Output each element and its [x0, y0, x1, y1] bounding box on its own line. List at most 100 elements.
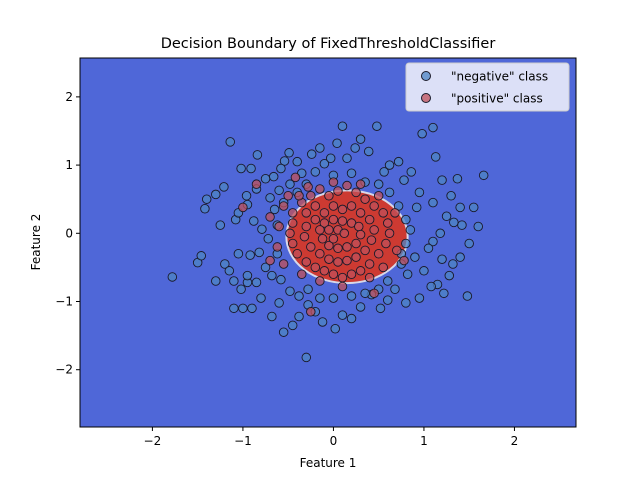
negative-point — [332, 138, 342, 149]
negative-point — [393, 156, 404, 167]
positive-point — [390, 208, 400, 218]
negative-point — [265, 193, 275, 203]
positive-point — [369, 201, 379, 211]
negative-point — [426, 281, 436, 292]
legend-box — [405, 62, 570, 112]
negative-point — [452, 173, 463, 184]
x-axis-ticks: −2 −1 0 1 2 — [144, 427, 519, 448]
negative-point — [294, 291, 304, 301]
negative-point — [263, 233, 274, 244]
positive-point — [306, 191, 316, 201]
negative-point — [254, 247, 264, 258]
y-tick-label: −2 — [55, 363, 73, 377]
positive-point — [283, 191, 293, 201]
positive-point — [382, 218, 393, 228]
negative-point — [267, 270, 277, 281]
positive-point — [328, 214, 339, 225]
negative-point — [276, 274, 286, 285]
negative-point — [252, 150, 263, 160]
positive-point — [287, 238, 298, 249]
positive-point — [324, 225, 334, 235]
positive-point — [366, 235, 377, 245]
positive-point — [306, 306, 316, 317]
y-tick-label: 1 — [65, 158, 73, 172]
positive-point — [315, 249, 325, 259]
negative-point — [346, 313, 357, 324]
positive-point — [337, 216, 348, 226]
positive-point — [373, 249, 384, 259]
negative-point — [229, 276, 239, 286]
negative-point — [428, 197, 438, 208]
negative-point — [390, 284, 400, 294]
positive-point — [355, 266, 366, 276]
positive-point — [324, 240, 334, 251]
negative-point — [375, 303, 386, 314]
positive-point — [319, 218, 330, 228]
negative-point — [315, 293, 325, 303]
negative-point — [414, 293, 425, 303]
negative-point — [251, 277, 262, 288]
negative-point — [219, 182, 229, 192]
negative-point — [382, 295, 393, 305]
positive-point — [310, 262, 321, 273]
positive-point — [290, 172, 301, 183]
negative-point — [462, 291, 473, 301]
negative-point — [268, 171, 279, 182]
positive-point — [337, 204, 348, 215]
negative-point — [292, 156, 302, 167]
negative-point — [337, 310, 348, 320]
positive-point — [360, 194, 370, 204]
positive-point — [278, 259, 289, 269]
negative-point — [315, 143, 325, 153]
positive-point — [342, 242, 352, 252]
y-tick-label: 2 — [65, 90, 73, 104]
negative-point — [256, 293, 266, 303]
negative-point — [435, 228, 445, 239]
x-tick-label: 2 — [511, 434, 519, 448]
y-tick-label: −1 — [55, 294, 73, 308]
legend-positive-marker — [421, 93, 431, 103]
positive-point — [285, 228, 295, 239]
positive-point — [328, 269, 339, 279]
negative-point — [200, 203, 210, 214]
negative-point — [260, 173, 271, 184]
negative-point — [276, 163, 286, 174]
negative-point — [247, 303, 257, 314]
negative-point — [414, 187, 425, 198]
positive-point — [317, 233, 328, 244]
positive-point — [355, 208, 366, 218]
positive-point — [364, 272, 375, 283]
negative-point — [401, 238, 411, 249]
x-tick-label: 0 — [330, 434, 338, 448]
negative-point — [294, 311, 304, 322]
x-tick-label: 1 — [420, 434, 428, 448]
negative-point — [399, 175, 409, 185]
negative-point — [274, 185, 284, 196]
y-tick-label: 0 — [65, 226, 73, 240]
negative-point — [342, 153, 352, 164]
negative-point — [428, 236, 438, 247]
negative-point — [220, 259, 230, 269]
plot-frame — [79, 57, 577, 428]
positive-point — [272, 242, 283, 252]
positive-point — [360, 245, 370, 256]
negative-point — [346, 291, 357, 301]
negative-point — [249, 216, 259, 226]
negative-point — [423, 243, 434, 254]
negative-point — [464, 238, 474, 249]
positive-point — [303, 182, 313, 192]
negative-point — [285, 179, 295, 189]
positive-point — [355, 229, 366, 240]
positive-point — [364, 259, 375, 269]
negative-point — [167, 272, 178, 282]
positive-point — [333, 257, 343, 267]
positive-point — [373, 191, 384, 201]
negative-point — [455, 252, 465, 262]
negative-point — [478, 170, 489, 181]
positive-point — [355, 179, 366, 189]
negative-point — [215, 220, 226, 230]
positive-point — [328, 233, 339, 244]
positive-point — [315, 225, 325, 235]
x-tick-label: −2 — [144, 434, 162, 448]
negative-point — [274, 298, 284, 308]
